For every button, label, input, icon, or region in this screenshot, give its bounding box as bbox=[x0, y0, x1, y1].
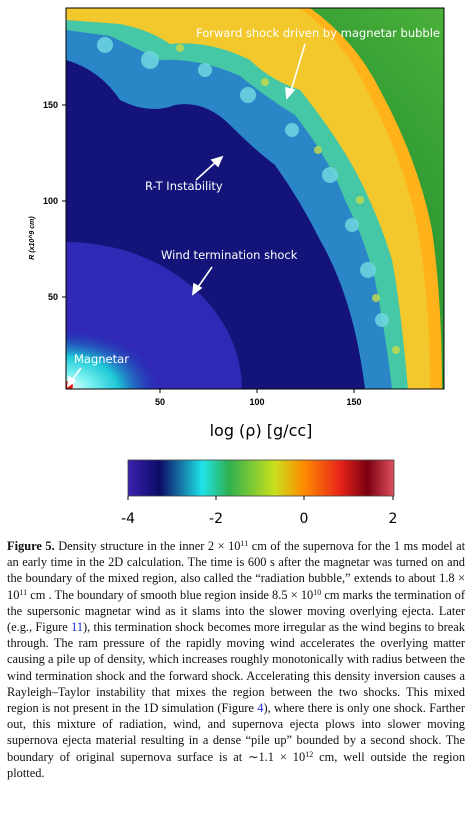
annotation-rt-instability: R-T Instability bbox=[145, 179, 223, 193]
annotation-wind-termination: Wind termination shock bbox=[161, 248, 298, 262]
caption-text: cm marks the termination of the superson… bbox=[7, 587, 465, 635]
y-tick-150: 150 bbox=[43, 100, 58, 110]
caption-text: cm of the supernova for the 1 ms model a… bbox=[7, 539, 466, 602]
colorbar-tick-0: 0 bbox=[300, 511, 309, 527]
colorbar-tick-2: 2 bbox=[389, 511, 398, 527]
figure-caption: Figure 5. Density structure in the inner… bbox=[7, 538, 465, 781]
y-tick-50: 50 bbox=[48, 292, 58, 302]
exponent: 12 bbox=[305, 749, 314, 759]
colorbar-tick-neg2: -2 bbox=[209, 511, 223, 527]
x-tick-50: 50 bbox=[155, 397, 165, 407]
exponent: 11 bbox=[240, 539, 249, 548]
caption-text: Density structure in the inner 2 × 10 bbox=[54, 539, 241, 553]
y-tick-100: 100 bbox=[43, 196, 58, 206]
figure-label: Figure 5. bbox=[7, 539, 55, 553]
annotation-magnetar: Magnetar bbox=[74, 352, 129, 366]
y-axis-label: R (x10^9 cm) bbox=[28, 216, 36, 260]
caption-text: ), where there is only one shock. Farthe… bbox=[7, 701, 465, 764]
x-tick-100: 100 bbox=[249, 397, 264, 407]
annotation-forward-shock: Forward shock driven by magnetar bubble bbox=[196, 26, 440, 40]
caption-text: cm . The boundary of smooth blue region … bbox=[27, 587, 314, 602]
colorbar-tick-neg4: -4 bbox=[121, 511, 135, 527]
caption-text: ), this termination shock becomes more i… bbox=[7, 620, 465, 716]
colorbar bbox=[127, 459, 395, 497]
figure-ref-link[interactable]: 11 bbox=[71, 620, 84, 635]
exponent: 10 bbox=[313, 587, 322, 597]
exponent: 11 bbox=[19, 587, 28, 597]
figure-ref-link[interactable]: 4 bbox=[257, 701, 264, 716]
x-tick-150: 150 bbox=[346, 397, 361, 407]
colorbar-title: log (ρ) [g/cc] bbox=[210, 421, 313, 440]
arrow-forward-shock bbox=[289, 43, 306, 95]
axis-ticks bbox=[62, 104, 355, 393]
caption-text: cm, well outside the region plotted. bbox=[7, 749, 466, 780]
density-plot bbox=[66, 8, 444, 389]
